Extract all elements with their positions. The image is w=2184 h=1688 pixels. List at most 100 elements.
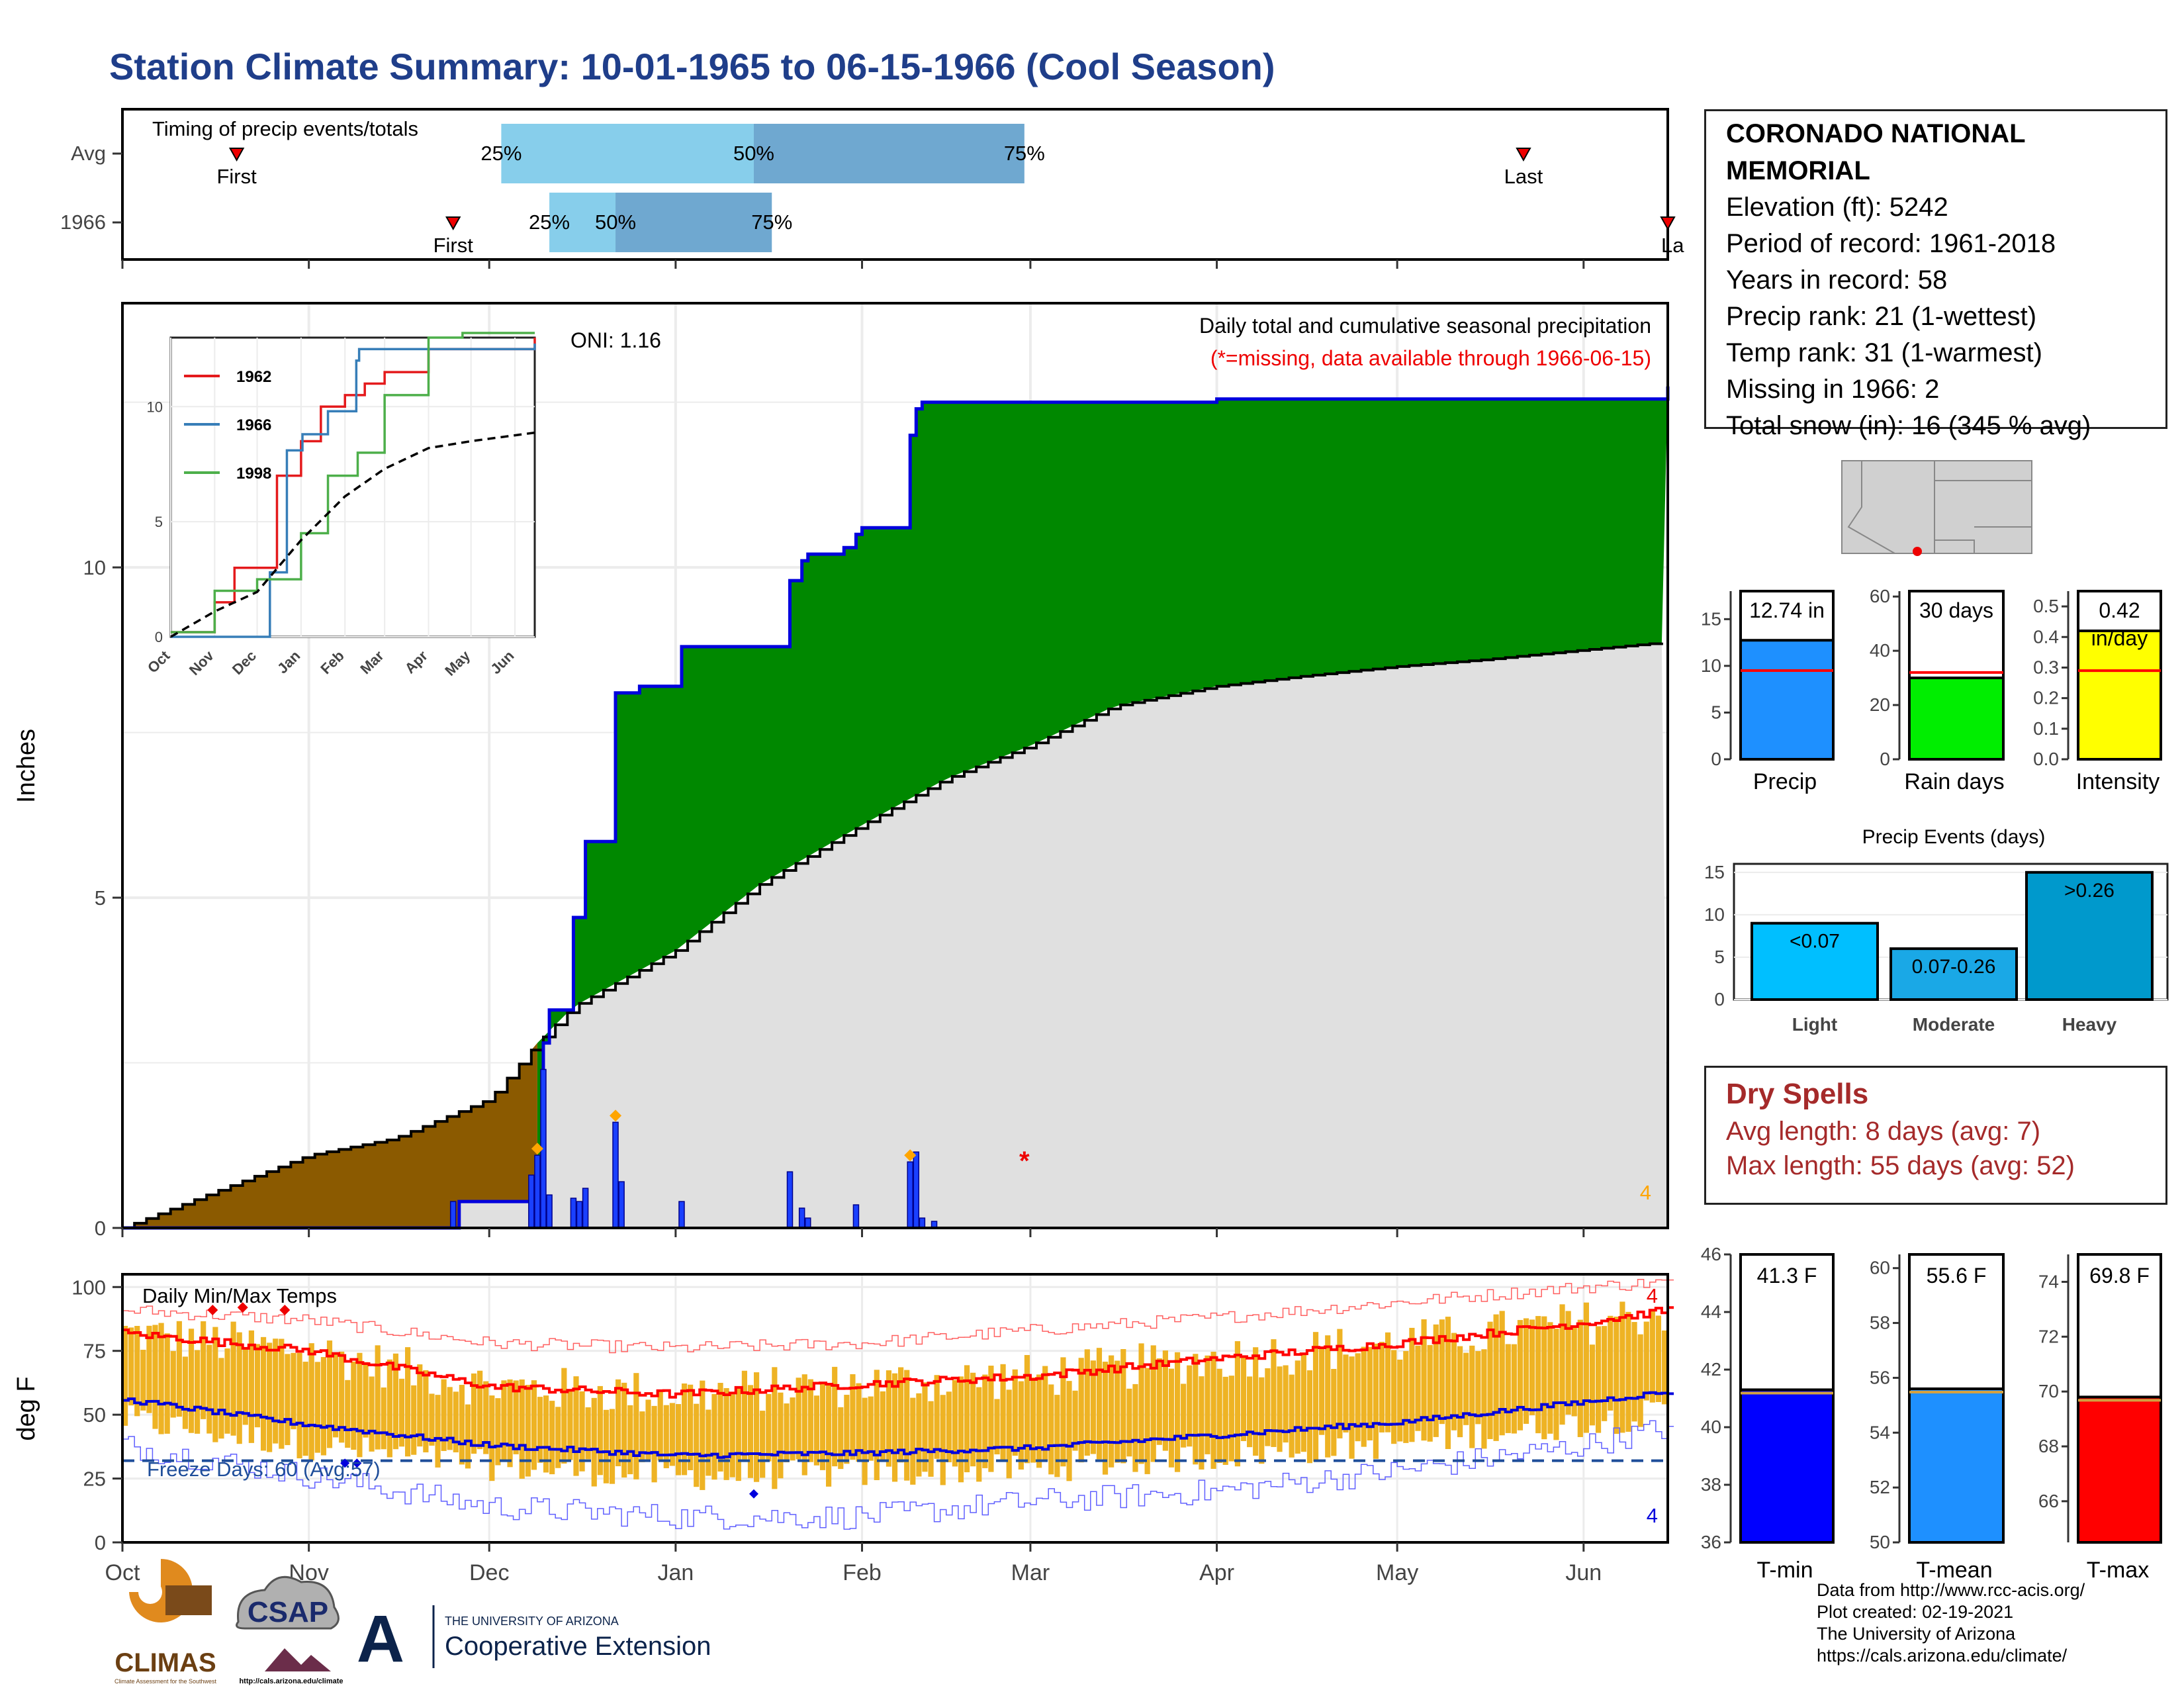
daily-precip-bar <box>582 1188 589 1229</box>
csap-url-text: http://cals.arizona.edu/climate <box>239 1677 343 1685</box>
daily-temp-bar <box>1289 1374 1295 1458</box>
temp-summary-y-tick-label: 50 <box>1870 1532 1890 1552</box>
precip-y-tick-label: 0 <box>95 1217 106 1240</box>
station-info-box: CORONADO NATIONAL MEMORIAL Elevation (ft… <box>1704 109 2167 440</box>
temp-summary-value-label: 41.3 F <box>1757 1264 1817 1288</box>
daily-temp-bar <box>1619 1301 1625 1433</box>
daily-temp-bar <box>1427 1344 1433 1442</box>
temp-summary-y-tick-label: 72 <box>2038 1326 2059 1346</box>
first-event-marker <box>228 148 245 162</box>
daily-temp-bar <box>747 1385 754 1478</box>
climas-logo-text: CLIMAS <box>114 1648 216 1677</box>
daily-temp-bar <box>1589 1344 1596 1426</box>
daily-temp-bar <box>453 1391 459 1453</box>
daily-precip-bar <box>576 1201 583 1229</box>
precip-y-tick-label: 10 <box>83 556 106 579</box>
daily-temp-bar <box>832 1366 838 1467</box>
daily-temp-bar <box>182 1356 189 1429</box>
daily-temp-bar <box>212 1327 218 1442</box>
daily-temp-bar <box>423 1370 429 1453</box>
station-temp-rank: Temp rank: 31 (1-warmest) <box>1726 338 2042 367</box>
timing-bar-25-50 <box>549 193 616 252</box>
first-event-marker <box>445 216 461 231</box>
daily-temp-bar <box>1187 1365 1193 1447</box>
precip-annotation-title: Daily total and cumulative seasonal prec… <box>1199 314 1651 338</box>
daily-temp-bar <box>1144 1368 1150 1474</box>
daily-temp-bar <box>1036 1374 1042 1468</box>
daily-precip-bar <box>805 1217 811 1229</box>
daily-temp-bar <box>1018 1381 1024 1470</box>
daily-temp-bar <box>723 1387 729 1480</box>
daily-temp-bar <box>904 1370 910 1481</box>
daily-temp-bar <box>1583 1302 1589 1433</box>
daily-temp-bar <box>357 1352 363 1458</box>
daily-temp-bar <box>669 1403 675 1466</box>
daily-temp-bar <box>585 1407 591 1460</box>
daily-temp-bar <box>1259 1377 1265 1464</box>
daily-temp-bar <box>976 1387 982 1482</box>
daily-temp-bar <box>1174 1352 1181 1472</box>
daily-temp-bar <box>513 1380 519 1454</box>
inset-average-line <box>170 431 535 638</box>
daily-temp-bar <box>633 1373 639 1479</box>
daily-temp-bar <box>1199 1376 1205 1470</box>
daily-temp-bar <box>1565 1311 1571 1415</box>
daily-precip-bar <box>546 1194 553 1229</box>
daily-temp-bar <box>952 1380 958 1467</box>
daily-temp-bar <box>398 1378 405 1447</box>
daily-temp-bar <box>134 1325 140 1417</box>
temp-count-top: 4 <box>1647 1284 1658 1307</box>
daily-temp-bar <box>1649 1309 1655 1403</box>
daily-temp-bar <box>688 1384 694 1470</box>
daily-temp-bar <box>753 1372 760 1482</box>
daily-temp-bar <box>1253 1347 1259 1456</box>
daily-temp-bar <box>1060 1357 1066 1467</box>
daily-temp-bar <box>1614 1317 1619 1434</box>
daily-temp-bar <box>1295 1360 1300 1454</box>
heavy-event-marker <box>531 1143 543 1155</box>
oni-label: ONI: 1.16 <box>570 328 661 352</box>
daily-temp-bar <box>1337 1329 1343 1438</box>
daily-temp-bar <box>146 1325 152 1413</box>
daily-temp-bar <box>477 1370 483 1450</box>
daily-temp-bar <box>700 1380 705 1490</box>
daily-temp-bar <box>465 1404 471 1469</box>
station-elevation: Elevation (ft): 5242 <box>1726 193 1948 222</box>
daily-precip-bar <box>618 1181 625 1229</box>
daily-temp-bar <box>1109 1355 1115 1468</box>
daily-temp-bar <box>1024 1354 1030 1464</box>
daily-temp-bar <box>561 1368 567 1464</box>
daily-temp-bar <box>339 1351 345 1443</box>
daily-temp-bar <box>459 1385 465 1465</box>
daily-temp-bar <box>603 1409 610 1483</box>
record-min-line <box>122 1420 1674 1530</box>
daily-temp-bar <box>639 1411 645 1462</box>
daily-temp-bar <box>675 1404 682 1476</box>
daily-temp-bar <box>1661 1330 1668 1405</box>
dry-spells-title: Dry Spells <box>1726 1078 1869 1110</box>
timing-label: Timing of precip events/totals <box>152 117 418 140</box>
daily-temp-bar <box>1205 1355 1210 1454</box>
daily-temp-bar <box>1102 1362 1109 1475</box>
temp-summary-bar <box>1908 1387 2005 1544</box>
daily-temp-bar <box>1439 1319 1445 1425</box>
temp-summary-y-tick-label: 42 <box>1701 1359 1721 1380</box>
station-location-dot <box>1913 547 1922 556</box>
summary-bar-category: Rain days <box>1904 769 2004 794</box>
inset-y-tick-label: 0 <box>155 629 163 645</box>
daily-temp-bar <box>122 1325 128 1426</box>
timing-pct-25: 25% <box>480 142 522 165</box>
month-label: Jun <box>1565 1560 1602 1585</box>
temp-y-tick-label: 50 <box>83 1403 106 1427</box>
temp-panel-title: Daily Min/Max Temps <box>142 1284 337 1307</box>
summary-y-tick-label: 40 <box>1870 640 1890 661</box>
daily-temp-bar <box>308 1343 314 1461</box>
daily-temp-bar <box>1234 1341 1241 1467</box>
first-event-label: First <box>216 165 257 188</box>
daily-temp-bar <box>326 1340 333 1448</box>
credit-url: https://cals.arizona.edu/climate/ <box>1817 1646 2068 1665</box>
daily-temp-bar <box>1312 1332 1319 1462</box>
daily-temp-bar <box>501 1380 507 1461</box>
daily-temp-bar <box>230 1321 236 1436</box>
